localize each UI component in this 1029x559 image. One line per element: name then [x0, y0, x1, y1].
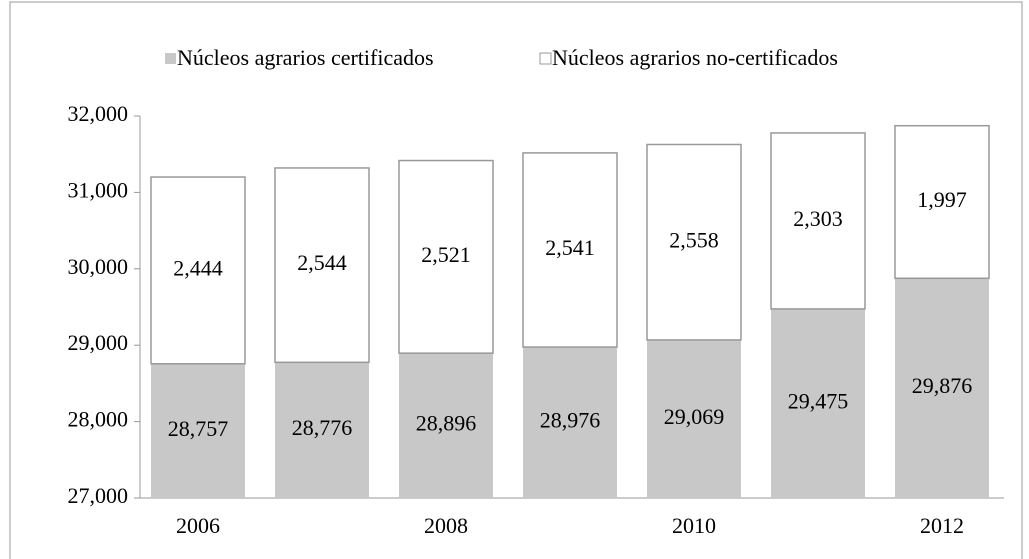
bar-segment [647, 339, 741, 498]
data-label: 28,776 [292, 415, 353, 440]
legend-label: Núcleos agrarios certificados [177, 45, 434, 70]
legend-swatch [165, 53, 176, 64]
bar-segment [895, 278, 989, 498]
bar-segment [771, 308, 865, 498]
x-tick-label: 2010 [672, 513, 716, 538]
y-tick-label: 30,000 [68, 254, 129, 279]
data-label: 28,976 [540, 408, 601, 433]
y-tick-label: 28,000 [68, 407, 129, 432]
x-tick-label: 2008 [424, 513, 468, 538]
bar-segment [894, 124, 990, 280]
bar-segment [522, 152, 618, 348]
data-label: 2,541 [545, 235, 595, 260]
data-label: 2,521 [421, 242, 471, 267]
data-label: 2,544 [297, 250, 347, 275]
y-tick-label: 29,000 [68, 330, 129, 355]
data-label: 1,997 [917, 187, 967, 212]
data-label: 2,444 [173, 255, 223, 280]
y-tick-label: 32,000 [68, 101, 129, 126]
y-tick-label: 27,000 [68, 483, 129, 508]
bar-segment [275, 362, 369, 498]
x-tick-label: 2012 [920, 513, 964, 538]
data-label: 28,896 [416, 411, 477, 436]
bar-segment [274, 167, 370, 364]
bar-segment [770, 132, 866, 310]
bar-segment [399, 353, 493, 498]
x-tick-label: 2006 [176, 513, 220, 538]
bar-segment [150, 176, 246, 365]
bar-segment [523, 347, 617, 498]
data-label: 2,558 [669, 227, 719, 252]
data-label: 29,876 [912, 373, 973, 398]
bar-segment [398, 159, 494, 354]
data-label: 2,303 [793, 206, 843, 231]
legend-swatch [539, 52, 552, 65]
data-label: 29,475 [788, 389, 849, 414]
bar-segment [151, 363, 245, 498]
data-label: 29,069 [664, 404, 725, 429]
y-tick-label: 31,000 [68, 177, 129, 202]
legend-label: Núcleos agrarios no-certificados [552, 45, 838, 70]
bar-segment [646, 143, 742, 341]
data-label: 28,757 [168, 416, 229, 441]
